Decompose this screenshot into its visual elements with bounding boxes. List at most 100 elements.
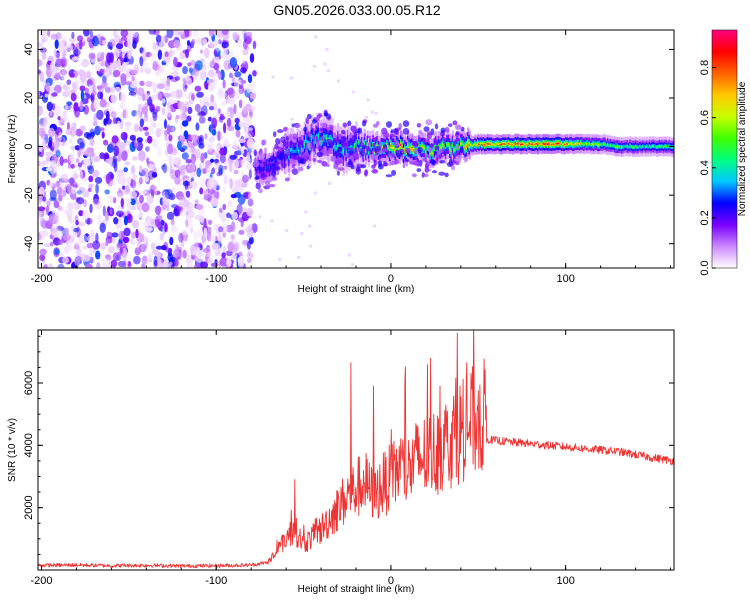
heatmap-noise-cell	[98, 127, 105, 132]
heatmap-noise-cell	[227, 143, 231, 148]
heatmap-noise-cell	[95, 65, 101, 72]
heatmap-noise-cell	[68, 219, 75, 224]
heatmap-noise-cell	[184, 84, 188, 89]
heatmap-noise-cell	[242, 106, 248, 114]
heatmap-noise-cell	[238, 230, 245, 235]
spectrogram-ytick-label: -20	[23, 187, 35, 203]
heatmap-halo-cell	[389, 133, 396, 138]
heatmap-noise-cell	[95, 183, 99, 194]
heatmap-ridge-cell	[271, 164, 274, 168]
heatmap-halo-cell	[297, 166, 304, 172]
heatmap-noise-cell	[126, 213, 133, 224]
heatmap-noise-cell	[184, 30, 190, 38]
heatmap-halo-cell	[261, 172, 266, 178]
heatmap-ridge-cell	[592, 143, 596, 146]
heatmap-noise-cell	[39, 30, 47, 38]
heatmap-halo-cell	[263, 185, 271, 190]
heatmap-noise-cell	[191, 38, 195, 45]
heatmap-ridge-cell	[450, 149, 453, 152]
heatmap-ridge-cell	[451, 143, 454, 147]
heatmap-noise-cell	[115, 43, 124, 50]
heatmap-noise-cell	[126, 39, 132, 49]
heatmap-noise-cell	[145, 80, 153, 88]
heatmap-noise-cell	[148, 251, 153, 260]
heatmap-noise-cell	[63, 233, 71, 241]
heatmap-noise-cell	[86, 234, 95, 243]
heatmap-ridge-cell	[418, 143, 421, 146]
heatmap-noise-cell	[219, 113, 224, 118]
heatmap-noise-cell	[65, 241, 69, 247]
heatmap-noise-cell	[164, 130, 168, 142]
heatmap-noise-cell	[87, 165, 92, 170]
heatmap-halo-cell	[390, 129, 395, 134]
heatmap-noise-cell	[132, 40, 137, 49]
heatmap-halo-cell	[330, 155, 334, 162]
heatmap-noise-cell	[235, 129, 241, 138]
heatmap-noise-cell	[226, 257, 232, 267]
heatmap-noise-cell	[139, 177, 143, 185]
heatmap-noise-cell	[42, 139, 47, 149]
heatmap-noise-cell	[99, 152, 105, 160]
heatmap-noise-cell	[188, 163, 196, 173]
heatmap-noise-cell	[248, 193, 252, 199]
heatmap-halo-cell	[433, 139, 440, 146]
heatmap-noise-cell	[191, 93, 195, 102]
heatmap-ridge-cell	[476, 142, 480, 145]
heatmap-ridge-cell	[620, 146, 624, 149]
heatmap-halo-cell	[303, 126, 308, 133]
heatmap-halo-cell	[455, 130, 460, 135]
heatmap-noise-cell	[218, 91, 227, 99]
heatmap-noise-cell	[117, 120, 121, 128]
heatmap-noise-cell	[204, 133, 208, 140]
heatmap-halo-cell	[316, 114, 323, 118]
heatmap-noise-cell	[233, 158, 239, 170]
heatmap-noise-cell	[108, 86, 116, 94]
heatmap-noise-cell	[196, 167, 202, 178]
heatmap-noise-cell	[152, 138, 159, 149]
heatmap-noise-cell	[229, 57, 238, 68]
heatmap-ridge-cell	[572, 143, 575, 146]
heatmap-halo-cell	[345, 152, 349, 158]
heatmap-noise-cell	[99, 53, 105, 62]
heatmap-sparse-cell	[304, 210, 308, 214]
heatmap-ridge-cell	[447, 143, 450, 146]
heatmap-ridge-cell	[560, 143, 563, 146]
snr-frame	[37, 329, 675, 571]
heatmap-noise-cell	[42, 196, 47, 202]
heatmap-noise-cell	[229, 178, 233, 190]
heatmap-halo-cell	[422, 138, 427, 145]
heatmap-noise-cell	[219, 257, 228, 267]
heatmap-noise-cell	[80, 149, 84, 156]
heatmap-noise-cell	[200, 99, 204, 107]
heatmap-noise-cell	[141, 167, 149, 177]
heatmap-halo-cell	[418, 130, 423, 135]
heatmap-noise-cell	[226, 212, 231, 219]
heatmap-ridge-cell	[660, 145, 663, 148]
heatmap-noise-cell	[107, 65, 112, 73]
heatmap-halo-cell	[316, 159, 323, 163]
heatmap-ridge-cell	[618, 146, 621, 148]
heatmap-noise-cell	[58, 82, 63, 91]
heatmap-noise-cell	[85, 70, 92, 79]
heatmap-noise-cell	[207, 82, 215, 92]
heatmap-noise-cell	[91, 151, 95, 158]
heatmap-noise-cell	[47, 127, 56, 138]
heatmap-noise-cell	[217, 108, 221, 115]
heatmap-noise-cell	[179, 135, 186, 141]
heatmap-ridge-cell	[275, 159, 278, 163]
heatmap-noise-cell	[126, 176, 132, 185]
heatmap-halo-cell	[305, 117, 310, 125]
heatmap-noise-cell	[234, 117, 240, 124]
heatmap-noise-cell	[222, 203, 226, 211]
heatmap-noise-cell	[122, 236, 130, 244]
heatmap-halo-cell	[306, 165, 310, 170]
heatmap-noise-cell	[217, 130, 221, 142]
heatmap-noise-cell	[120, 197, 125, 208]
heatmap-ridge-cell	[602, 143, 605, 145]
snr-plot-area	[38, 330, 674, 569]
heatmap-noise-cell	[171, 49, 175, 56]
heatmap-halo-cell	[365, 145, 370, 152]
heatmap-halo-cell	[282, 127, 288, 132]
heatmap-halo-cell	[312, 157, 317, 163]
heatmap-noise-cell	[226, 111, 231, 116]
